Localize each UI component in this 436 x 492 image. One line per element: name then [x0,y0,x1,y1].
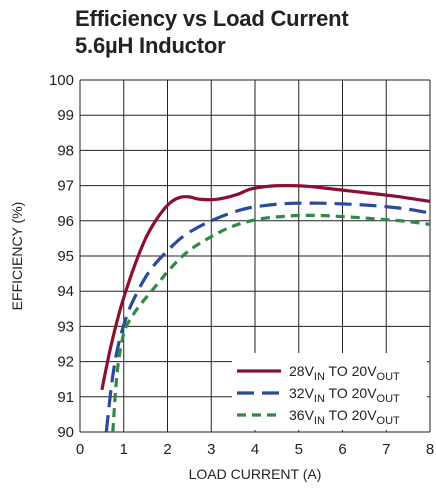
y-axis-label: EFFICIENCY (%) [9,202,25,311]
y-tick-label: 93 [57,318,74,335]
series-line-2 [104,201,430,432]
x-tick-labels: 0 1 2 3 4 5 6 7 8 [76,441,434,458]
x-tick-label: 4 [251,441,259,458]
y-tick-label: 95 [57,248,74,265]
legend-label-3: 36VIN TO 20VOUT [289,407,400,427]
y-tick-label: 98 [57,142,74,159]
y-tick-label: 96 [57,213,74,230]
y-tick-label: 97 [57,178,74,195]
series-lines [100,184,430,432]
y-tick-label: 100 [49,72,74,89]
x-tick-label: 7 [382,441,390,458]
x-tick-label: 8 [426,441,434,458]
x-tick-label: 0 [76,441,84,458]
chart-subtitle: 5.6µH Inductor [75,33,226,58]
y-tick-label: 92 [57,354,74,371]
series-line-1 [100,184,430,391]
x-axis-label: LOAD CURRENT (A) [189,466,322,482]
y-tick-label: 91 [57,389,74,406]
series-line-3 [111,213,430,432]
y-tick-label: 94 [57,283,74,300]
legend-label-1: 28VIN TO 20VOUT [289,363,400,383]
legend-label-2: 32VIN TO 20VOUT [289,385,400,405]
x-tick-label: 3 [207,441,215,458]
x-tick-label: 6 [338,441,346,458]
chart-title: Efficiency vs Load Current [75,6,349,31]
y-tick-label: 90 [57,424,74,441]
y-tick-labels: 90 91 92 93 94 95 96 97 98 99 100 [49,72,74,441]
x-tick-label: 5 [295,441,303,458]
x-tick-label: 2 [163,441,171,458]
x-tick-label: 1 [120,441,128,458]
y-tick-label: 99 [57,107,74,124]
